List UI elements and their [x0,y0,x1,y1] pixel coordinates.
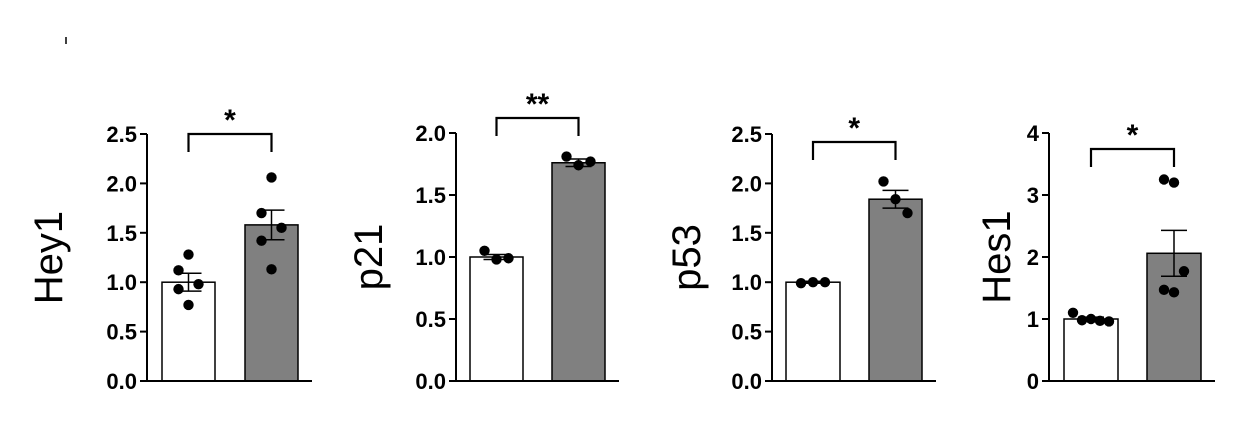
panel-2-point-2-1 [561,151,572,162]
panel-2-bar-2 [551,162,606,382]
panel-4-point-1-4 [1094,315,1106,327]
panel-3-significance-label: * [848,112,860,145]
panel-1-bar-2 [244,224,299,382]
panel-2-significance-bracket [495,116,580,136]
panel-3-point-1-1 [795,277,807,289]
panel-4-tick-label: 4 [1027,121,1040,146]
panel-3-bar-2 [868,198,923,382]
panel-1-tick-label: 2.5 [106,122,137,147]
panel-4-significance-label: * [1127,119,1139,152]
panel-1-significance-label: * [224,104,236,137]
panel-1-tick-label: 0.0 [106,369,137,394]
panel-3-tick-label: 1.0 [731,270,762,295]
panel-1-y-axis-title: Hey1 [27,211,71,304]
panel-4-significance-bracket [1089,147,1176,167]
panel-3-point-2-1 [878,176,889,187]
panel-3-tick-label: 0.0 [731,369,762,394]
panel-3-point-2-3 [902,207,913,219]
panel-4-point-2-1 [1168,177,1180,188]
panel-4-tick-label: 0 [1027,369,1039,394]
panel-3-tick-label: 2.5 [731,122,762,147]
panel-1-bar-1 [161,281,216,382]
panel-3-point-1-3 [819,277,831,288]
panel-2-point-2-3 [585,156,596,167]
panel-2-bar-1 [469,256,524,382]
panel-1-point-1-1 [183,249,194,260]
panel-4-point-2-3 [1178,266,1190,277]
panel-1-tick-label: 2.0 [106,171,137,196]
panel-1-tick-label: 0.5 [106,320,137,345]
panel-3-tick-label: 2.0 [731,171,762,196]
panel-2-tick-label: 0.0 [415,369,446,394]
panel-4-point-1-1 [1067,307,1079,318]
panel-2-y-axis-title: p21 [347,224,391,291]
panel-2-tick-label: 0.5 [415,307,446,332]
panel-1-tick-label: 1.0 [106,270,137,295]
panel-2-significance-label: ** [526,88,550,121]
panel-1-point-1-5 [183,299,194,311]
panel-1-point-2-3 [276,222,287,234]
panel-3-point-2-2 [890,194,901,205]
panel-2-point-2-2 [573,160,584,171]
panel-4-tick-label: 2 [1027,245,1039,270]
panel-1-point-1-3 [193,278,204,290]
panel-4-tick-label: 3 [1027,183,1039,208]
panel-2-tick-label: 1.0 [415,245,446,270]
panel-1-point-2-5 [266,264,277,275]
panel-2-tick-label: 1.5 [415,183,446,208]
panel-3-tick-label: 0.5 [731,320,762,345]
panel-3-tick-label: 1.5 [731,221,762,246]
panel-2-tick-label: 2.0 [415,121,446,146]
panel-3-significance-bracket [811,140,897,160]
panel-4-point-2-5 [1168,287,1180,298]
panel-1-point-2-1 [266,172,277,183]
panel-1-point-2-2 [256,207,267,219]
panel-2-point-1-1 [479,245,490,256]
panel-1-point-1-2 [173,265,184,276]
panel-3-y-axis-title: p53 [665,224,709,291]
panel-4-point-2-2 [1158,174,1170,185]
panel-4-point-1-3 [1085,313,1097,325]
panel-1-point-1-4 [173,283,184,295]
panel-4-point-1-2 [1076,315,1088,326]
panel-2-point-1-3 [503,253,514,264]
panel-3-bar-1 [785,281,841,382]
panel-3-point-1-2 [807,277,819,288]
panel-1-point-2-4 [256,235,267,246]
panel-2-point-1-2 [491,254,502,265]
panel-1-significance-bracket [187,132,273,152]
panel-4-y-axis-title: Hes1 [975,210,1019,303]
panel-1-tick-label: 1.5 [106,221,137,246]
panel-4-bar-1 [1063,318,1119,382]
panel-4-point-1-5 [1103,316,1115,327]
panel-4-tick-label: 1 [1027,307,1039,332]
panel-4-point-2-4 [1158,284,1170,296]
